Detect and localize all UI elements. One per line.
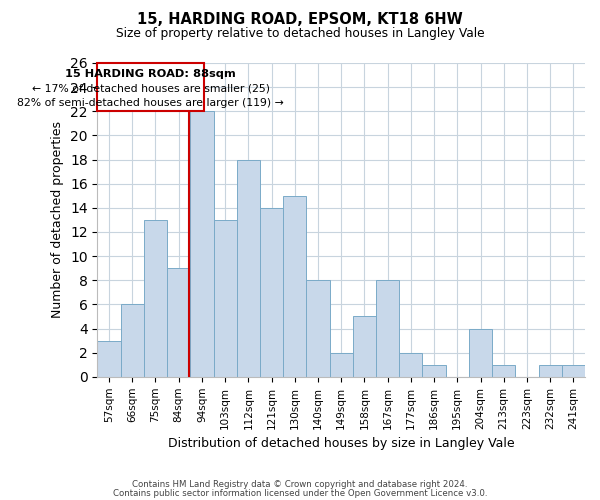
Text: 15 HARDING ROAD: 88sqm: 15 HARDING ROAD: 88sqm — [65, 68, 236, 78]
Text: Contains public sector information licensed under the Open Government Licence v3: Contains public sector information licen… — [113, 488, 487, 498]
Bar — [422, 364, 446, 377]
Bar — [167, 268, 190, 377]
Text: Size of property relative to detached houses in Langley Vale: Size of property relative to detached ho… — [116, 28, 484, 40]
Bar — [237, 160, 260, 377]
Bar — [492, 364, 515, 377]
Bar — [329, 352, 353, 377]
Bar — [97, 340, 121, 377]
X-axis label: Distribution of detached houses by size in Langley Vale: Distribution of detached houses by size … — [168, 437, 515, 450]
Bar — [190, 112, 214, 377]
Text: 82% of semi-detached houses are larger (119) →: 82% of semi-detached houses are larger (… — [17, 98, 284, 108]
Bar — [260, 208, 283, 377]
Bar — [376, 280, 399, 377]
Bar — [469, 328, 492, 377]
Text: 15, HARDING ROAD, EPSOM, KT18 6HW: 15, HARDING ROAD, EPSOM, KT18 6HW — [137, 12, 463, 28]
Bar — [214, 220, 237, 377]
Bar — [307, 280, 329, 377]
FancyBboxPatch shape — [97, 63, 204, 112]
Text: Contains HM Land Registry data © Crown copyright and database right 2024.: Contains HM Land Registry data © Crown c… — [132, 480, 468, 489]
Bar — [562, 364, 585, 377]
Bar — [144, 220, 167, 377]
Bar — [353, 316, 376, 377]
Bar — [283, 196, 307, 377]
Text: ← 17% of detached houses are smaller (25): ← 17% of detached houses are smaller (25… — [32, 84, 270, 94]
Y-axis label: Number of detached properties: Number of detached properties — [52, 122, 64, 318]
Bar — [539, 364, 562, 377]
Bar — [121, 304, 144, 377]
Bar — [399, 352, 422, 377]
